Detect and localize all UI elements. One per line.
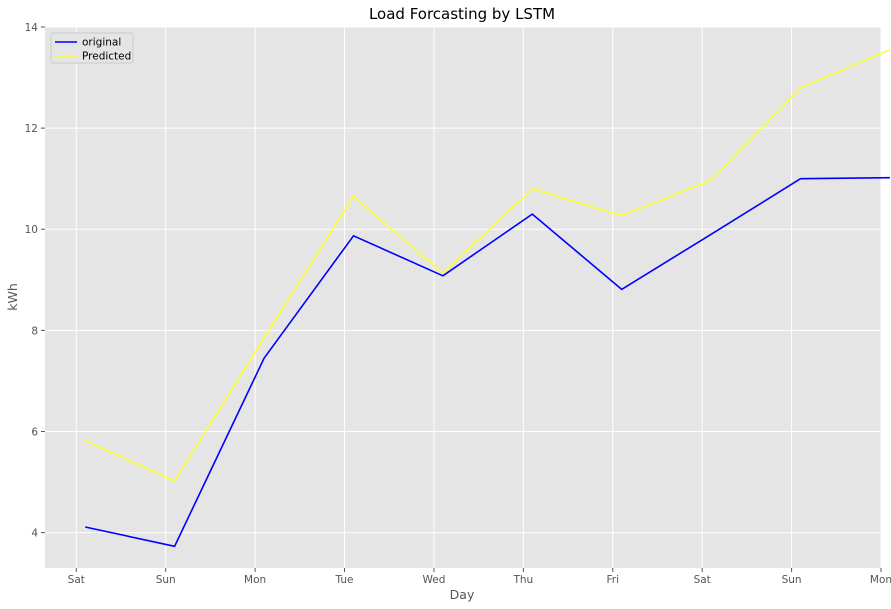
y-tick-label: 8: [31, 325, 38, 337]
y-tick-label: 4: [31, 528, 38, 540]
x-tick-label: Tue: [335, 574, 354, 586]
legend-label-original: original: [82, 37, 121, 49]
series-line-original: [85, 176, 890, 548]
legend-label-predicted: Predicted: [82, 51, 131, 63]
x-tick-label: Sat: [694, 574, 711, 586]
x-tick-label: Sat: [68, 574, 85, 586]
y-tick-label: 14: [25, 22, 39, 34]
series-lines: [84, 49, 891, 548]
y-tick-label: 10: [25, 224, 38, 236]
y-tick-label: 6: [31, 426, 38, 438]
x-tick-label: Thu: [512, 574, 533, 586]
series-line-predicted: [84, 49, 891, 482]
x-tick-label: Sun: [782, 574, 802, 586]
x-tick-label: Fri: [607, 574, 620, 586]
grid-lines: [45, 26, 882, 568]
y-axis-label: kWh: [5, 283, 20, 311]
x-tick-label: Wed: [422, 574, 445, 586]
legend: original Predicted: [50, 32, 134, 64]
x-tick-label: Mon: [244, 574, 266, 586]
y-axis-ticks: 4 6 8 10 12 14: [25, 22, 45, 540]
chart-title: Load Forcasting by LSTM: [369, 5, 555, 23]
x-tick-label: Sun: [156, 574, 176, 586]
x-tick-label: Mon: [870, 574, 891, 586]
x-axis-ticks: Sat Sun Mon Tue Wed Thu Fri Sat Sun Mon: [68, 568, 891, 586]
y-tick-label: 12: [25, 123, 38, 135]
x-axis-label: Day: [450, 587, 475, 602]
plot-area: [45, 27, 881, 568]
